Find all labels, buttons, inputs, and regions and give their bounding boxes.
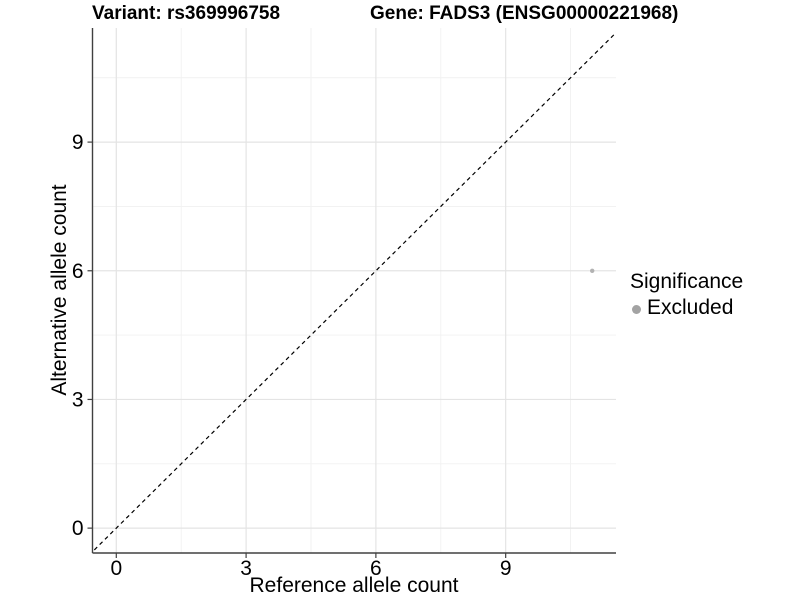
x-tick-label: 3	[240, 557, 252, 580]
y-tick-label: 6	[72, 260, 84, 283]
y-tick-label: 0	[72, 517, 84, 540]
legend-point-icon	[632, 304, 641, 314]
x-tick-label: 9	[500, 557, 512, 580]
plot-title-variant: Variant: rs369996758	[92, 3, 281, 24]
legend-item-label: Excluded	[647, 296, 734, 320]
legend-item-excluded: Excluded	[630, 296, 743, 320]
data-point	[590, 268, 595, 273]
x-axis-title: Reference allele count	[249, 574, 459, 597]
x-tick-label: 0	[110, 557, 122, 580]
identity-dashed-line	[92, 31, 616, 553]
y-tick-label: 3	[72, 388, 84, 411]
x-tick-label: 6	[370, 557, 382, 580]
plot-title-gene: Gene: FADS3 (ENSG00000221968)	[370, 3, 679, 24]
legend-title: Significance	[630, 270, 744, 293]
y-axis-title: Alternative allele count	[47, 184, 71, 396]
y-tick-label: 9	[72, 131, 84, 154]
legend: Significance Excluded	[630, 270, 743, 320]
